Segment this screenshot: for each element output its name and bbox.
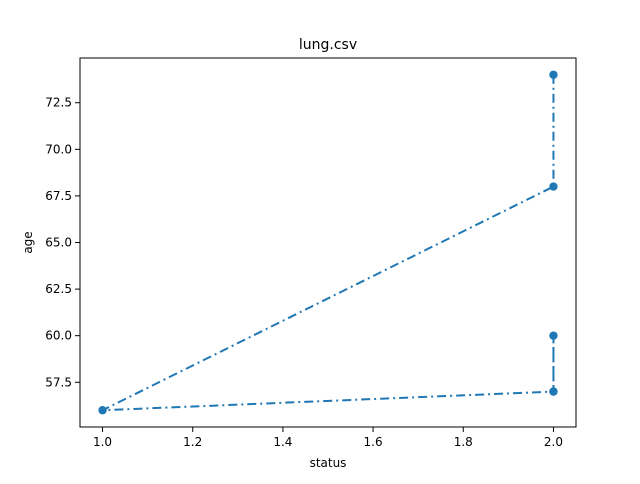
data-point	[98, 406, 107, 415]
x-tick-label: 1.8	[454, 435, 473, 449]
data-point	[549, 182, 558, 191]
y-tick-label: 67.5	[45, 189, 72, 203]
series-layer	[98, 70, 558, 415]
data-point	[549, 70, 558, 79]
y-tick-label: 65.0	[45, 236, 72, 250]
x-axis-ticks: 1.0 1.2 1.4 1.6 1.8 2.0	[93, 427, 563, 449]
data-point	[549, 331, 558, 340]
y-tick-label: 62.5	[45, 282, 72, 296]
axes-frame	[79, 57, 577, 428]
x-axis-label: status	[310, 456, 347, 470]
x-tick-label: 1.6	[364, 435, 383, 449]
x-tick-label: 1.2	[183, 435, 202, 449]
series-line	[101, 74, 555, 412]
y-tick-label: 57.5	[45, 375, 72, 389]
y-tick-label: 60.0	[45, 329, 72, 343]
data-point	[549, 387, 558, 396]
y-tick-label: 72.5	[45, 96, 72, 110]
y-tick-label: 70.0	[45, 142, 72, 156]
plot-area	[80, 58, 576, 427]
x-tick-label: 1.0	[93, 435, 112, 449]
y-axis-ticks: 57.5 60.0 62.5 65.0 67.5 70.0 72.5	[45, 96, 80, 389]
y-axis-label: age	[21, 231, 35, 253]
x-tick-label: 1.4	[273, 435, 292, 449]
chart-title: lung.csv	[299, 37, 357, 53]
x-tick-label: 2.0	[544, 435, 563, 449]
